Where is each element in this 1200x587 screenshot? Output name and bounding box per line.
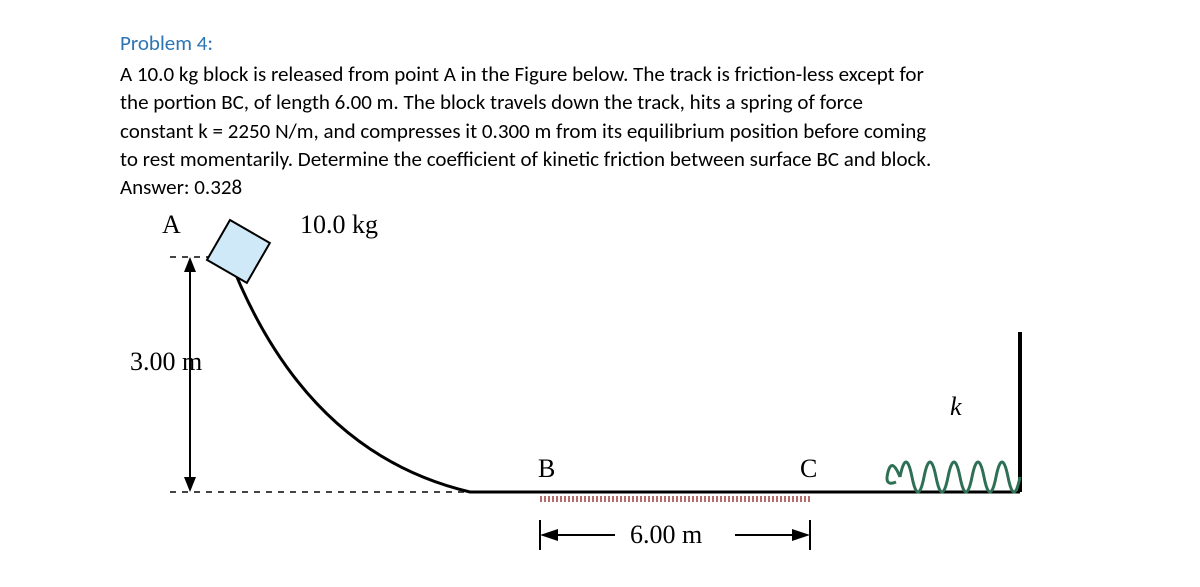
spring-hook (887, 465, 900, 483)
bc-dim-arrow-right (792, 529, 810, 541)
problem-title: Problem 4: (120, 30, 1080, 56)
label-mass: 10.0 kg (300, 210, 378, 240)
label-B: B (538, 454, 555, 484)
bc-dim-arrow-left (540, 529, 558, 541)
label-bc-len: 6.00 m (630, 520, 702, 550)
block (207, 220, 270, 283)
height-arrow-down (184, 477, 196, 492)
spring (900, 462, 1020, 492)
problem-body: A 10.0 kg block is released from point A… (120, 60, 1080, 202)
problem-answer: Answer: 0.328 (120, 174, 242, 200)
problem-line1: A 10.0 kg block is released from point A… (120, 61, 924, 87)
label-height: 3.00 m (130, 347, 220, 377)
diagram-svg (120, 202, 1080, 582)
problem-line3: constant k = 2250 N/m, and compresses it… (120, 118, 926, 144)
label-A: A (162, 210, 181, 240)
label-k: k (950, 392, 962, 422)
physics-diagram: A 10.0 kg 3.00 m B C 6.00 m k (120, 202, 1080, 582)
problem-line2: the portion BC, of length 6.00 m. The bl… (120, 89, 863, 115)
track (225, 247, 1020, 492)
label-C: C (800, 454, 817, 484)
problem-line4: to rest momentarily. Determine the coeff… (120, 146, 931, 172)
height-arrow-up (184, 257, 196, 272)
